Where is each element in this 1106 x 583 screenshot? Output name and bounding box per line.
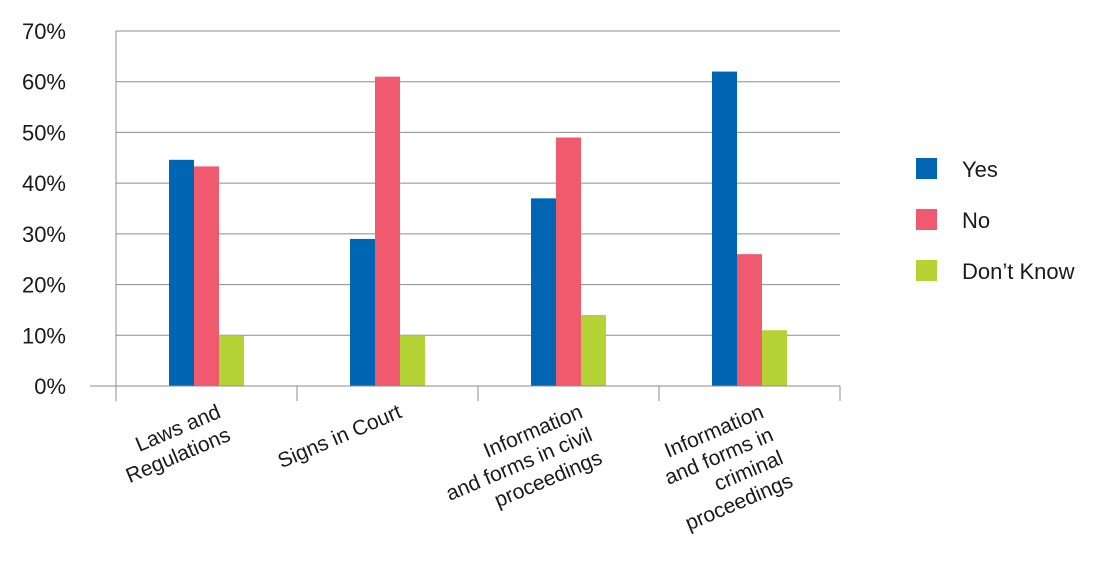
y-tick-label: 70%	[22, 19, 66, 44]
legend-label: Don’t Know	[962, 259, 1075, 284]
bar-no	[737, 254, 762, 386]
bar-no	[375, 76, 400, 387]
x-category-label-line: Signs in Court	[275, 400, 406, 473]
bar-no	[194, 166, 219, 386]
legend-swatch	[916, 260, 937, 281]
bar-no	[556, 137, 581, 386]
legend-swatch	[916, 209, 937, 230]
y-tick-label: 20%	[22, 273, 66, 298]
bar-don-t-know	[762, 330, 787, 386]
bar-yes	[169, 159, 194, 386]
bar-yes	[531, 198, 556, 386]
bar-yes	[350, 238, 375, 386]
y-tick-label: 0%	[34, 374, 66, 399]
bar-don-t-know	[581, 315, 606, 386]
legend: Yes No Don’t Know	[916, 157, 1075, 284]
bar-don-t-know	[219, 335, 244, 386]
legend-label: Yes	[962, 157, 998, 182]
y-tick-label: 60%	[22, 70, 66, 95]
y-tick-label: 50%	[22, 120, 66, 145]
y-tick-label: 10%	[22, 323, 66, 348]
legend-swatch	[916, 158, 937, 179]
legend-label: No	[962, 208, 990, 233]
x-category-label: Signs in Court	[275, 400, 406, 473]
y-tick-label: 40%	[22, 171, 66, 196]
y-tick-label: 30%	[22, 222, 66, 247]
bar-yes	[712, 71, 737, 387]
gridlines	[116, 30, 840, 336]
y-axis: 0% 10% 20% 30% 40% 50% 60% 70%	[22, 19, 117, 399]
bars	[169, 71, 787, 387]
bar-don-t-know	[400, 335, 425, 386]
